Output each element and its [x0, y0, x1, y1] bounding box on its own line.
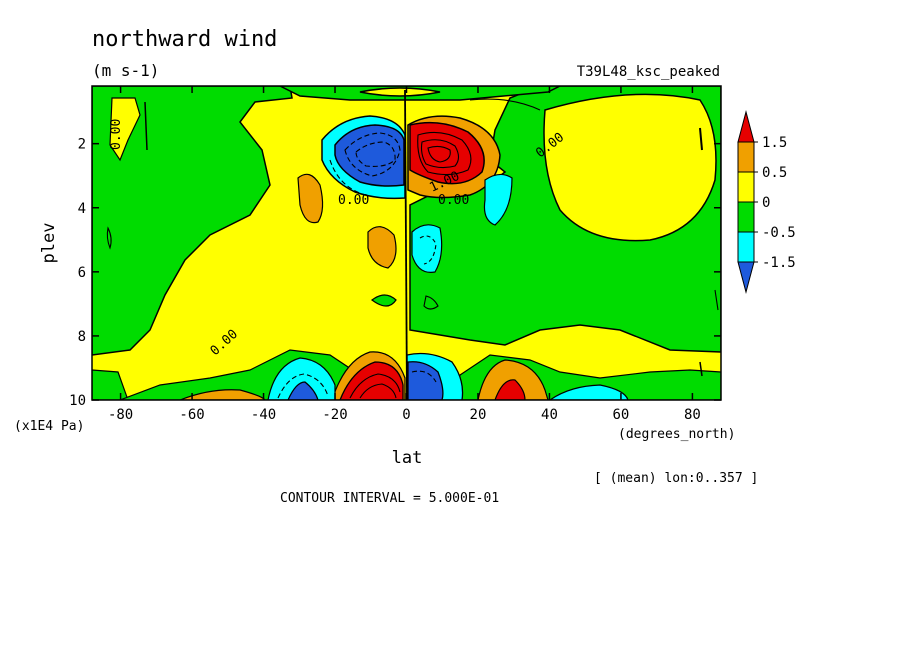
- colorbar-segment: [737, 141, 755, 173]
- y-tick-label: 2: [78, 137, 86, 153]
- contour-label: 0.00: [338, 193, 369, 208]
- colorbar-segment: [737, 261, 755, 294]
- x-axis-ticks: -80 -60 -40 -20 0 20 40 60 80: [108, 86, 701, 423]
- blue-bottom-south: [287, 381, 319, 400]
- experiment-label: T39L48_ksc_peaked: [577, 64, 720, 80]
- red-bottom-south: [339, 361, 404, 400]
- green-bottom-left: [92, 369, 129, 400]
- x-tick-label: -20: [322, 407, 347, 423]
- x-units-label: (degrees_north): [618, 427, 735, 442]
- orange-blob-1: [297, 173, 324, 224]
- colorbar-label: -1.5: [762, 255, 796, 271]
- yellow-island-north: [543, 93, 717, 242]
- colorbar-label: -0.5: [762, 225, 796, 241]
- x-tick-label: -80: [108, 407, 133, 423]
- x-tick-label: 0: [402, 407, 410, 423]
- orange-blob-2: [367, 226, 397, 269]
- x-tick-label: -60: [179, 407, 204, 423]
- contour-label: 0.00: [438, 193, 469, 208]
- x-tick-label: 80: [684, 407, 701, 423]
- colorbar-label: 1.5: [762, 135, 787, 151]
- x-tick-label: -40: [251, 407, 276, 423]
- colorbar-segment: [737, 231, 755, 263]
- x-tick-label: 20: [470, 407, 487, 423]
- contour-lines: [106, 89, 719, 400]
- red-upper-north: [409, 121, 485, 185]
- contour-interval-note: CONTOUR INTERVAL = 5.000E-01: [280, 491, 499, 506]
- contour-field: [92, 86, 721, 400]
- colorbar-segment: [737, 110, 755, 143]
- green-region-south: [92, 86, 293, 356]
- colorbar: 1.5 0.5 0 -0.5 -1.5: [737, 110, 796, 294]
- cyan-bottom-south: [267, 357, 336, 400]
- colorbar-segment: [737, 171, 755, 203]
- y-units-label: (x1E4 Pa): [14, 419, 84, 434]
- colorbar-label: 0.5: [762, 165, 787, 181]
- yellow-island-south-upper: [109, 97, 141, 162]
- y-tick-label: 4: [78, 201, 86, 217]
- y-axis-ticks: 2 4 6 8 10: [69, 137, 721, 409]
- averaging-note: [ (mean) lon:0..357 ]: [594, 471, 758, 486]
- cyan-right-small: [483, 173, 513, 226]
- y-tick-label: 6: [78, 265, 86, 281]
- green-small-blob: [371, 294, 397, 307]
- blue-upper-south: [334, 124, 405, 187]
- y-axis-label: plev: [39, 223, 59, 264]
- colorbar-label: 0: [762, 195, 770, 211]
- x-axis-label: lat: [392, 448, 423, 468]
- y-tick-label: 10: [69, 393, 86, 409]
- colorbar-segment: [737, 201, 755, 233]
- x-tick-label: 60: [613, 407, 630, 423]
- y-tick-label: 8: [78, 329, 86, 345]
- contour-label: 0.00: [109, 119, 124, 150]
- chart-title: northward wind: [92, 27, 277, 52]
- cyan-bottom-right: [548, 384, 629, 400]
- red-bottom-north: [494, 379, 526, 400]
- x-tick-label: 40: [541, 407, 558, 423]
- chart-units: (m s-1): [92, 61, 159, 80]
- yellow-top-pocket: [359, 87, 441, 97]
- cyan-mid-north: [411, 224, 443, 273]
